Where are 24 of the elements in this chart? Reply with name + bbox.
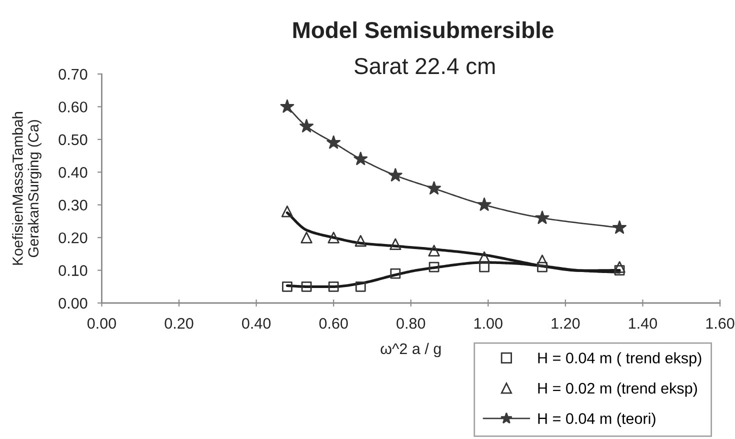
legend-label: H = 0.04 m ( trend eksp) <box>538 352 702 366</box>
y-tick-label: 0.70 <box>58 68 88 80</box>
x-axis-title: ω^2 a / g <box>380 342 441 358</box>
x-tick-label: 0.60 <box>319 318 348 329</box>
x-tick-label: 1.60 <box>706 318 734 329</box>
legend-label: H = 0.04 m (teori) <box>538 412 656 428</box>
y-tick-label: 0.20 <box>58 232 88 244</box>
chart-subtitle: Sarat 22.4 cm <box>354 58 495 74</box>
y-axis-title: KoefisienMassaTambah GerakanSurging (Ca) <box>12 112 42 265</box>
y-tick-label: 0.30 <box>58 200 88 211</box>
chart-title: Model Semisubmersible <box>293 21 554 38</box>
y-tick-label: 0.50 <box>58 134 88 146</box>
y-tick-label: 0.10 <box>58 265 88 276</box>
x-tick-label: 1.00 <box>474 318 502 329</box>
x-tick-label: 0.20 <box>164 318 194 329</box>
y-tick-label: 0.00 <box>58 298 88 309</box>
legend-label: H = 0.02 m (trend eksp) <box>538 382 697 397</box>
y-tick-label: 0.60 <box>58 102 88 112</box>
x-tick-label: 1.20 <box>552 318 580 329</box>
x-tick-label: 0.00 <box>87 318 116 329</box>
y-tick-label: 0.40 <box>58 167 88 178</box>
x-tick-label: 1.40 <box>629 318 657 329</box>
x-tick-label: 0.40 <box>242 318 271 329</box>
x-tick-label: 0.80 <box>396 318 426 329</box>
